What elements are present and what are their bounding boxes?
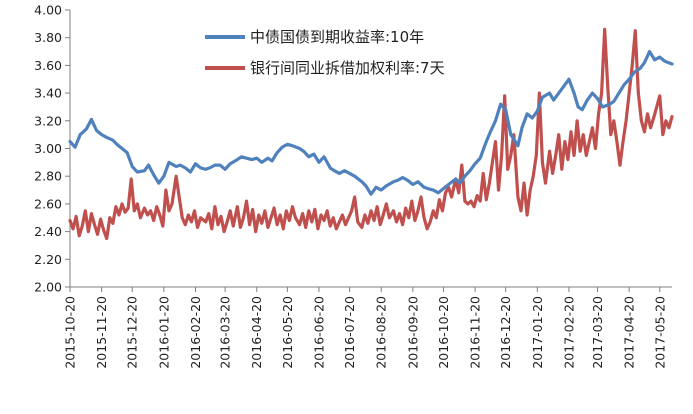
x-axis-ticks: 2015-10-20 2015-11-20 2015-12-20 2016-01-20…: [63, 287, 667, 369]
x-tick-label: 2016-08-20: [374, 296, 389, 369]
x-tick-label: 2017-01-20: [530, 296, 545, 369]
legend: 中债国债到期收益率:10年 银行间同业拆借加权利率:7天: [205, 28, 445, 77]
y-tick-label: 2.00: [34, 280, 62, 295]
x-tick-label: 2016-07-20: [342, 296, 357, 369]
x-tick-label: 2017-03-20: [590, 296, 605, 369]
x-tick-label: 2015-11-20: [94, 296, 109, 369]
y-tick-label: 3.80: [34, 30, 62, 45]
x-tick-label: 2017-05-20: [652, 296, 667, 369]
y-tick-label: 3.00: [34, 141, 62, 156]
x-tick-label: 2016-11-20: [468, 296, 483, 369]
x-tick-label: 2016-05-20: [280, 296, 295, 369]
legend-label-bond-yield: 中债国债到期收益率:10年: [250, 28, 424, 46]
x-tick-label: 2016-03-20: [218, 296, 233, 369]
x-tick-label: 2016-04-20: [249, 296, 264, 369]
series-line-bond-yield: [68, 49, 674, 196]
legend-item-bond-yield: 中债国债到期收益率:10年: [205, 28, 424, 46]
series-line-interbank-rate: [68, 27, 674, 241]
y-axis-ticks: 2.00 2.20 2.40 2.60 2.80 3.00 3.20 3.40 3.60 3.80…: [34, 3, 70, 295]
x-tick-label: 2017-02-20: [561, 296, 576, 369]
legend-item-interbank-rate: 银行间同业拆借加权利率:7天: [205, 59, 445, 77]
y-tick-label: 2.40: [34, 224, 62, 239]
x-tick-label: 2015-10-20: [63, 296, 78, 369]
y-tick-label: 2.20: [34, 252, 62, 267]
x-tick-label: 2016-09-20: [405, 296, 420, 369]
x-tick-label: 2016-01-20: [156, 296, 171, 369]
y-tick-label: 3.60: [34, 58, 62, 73]
y-tick-label: 2.80: [34, 169, 62, 184]
x-tick-label: 2016-10-20: [436, 296, 451, 369]
y-tick-label: 3.40: [34, 86, 62, 101]
series-lines: [68, 27, 674, 241]
x-tick-label: 2016-02-20: [188, 296, 203, 369]
x-tick-label: 2017-04-20: [622, 296, 637, 369]
x-tick-label: 2016-06-20: [311, 296, 326, 369]
y-tick-label: 4.00: [34, 3, 62, 18]
y-tick-label: 3.20: [34, 113, 62, 128]
x-tick-label: 2015-12-20: [125, 296, 140, 369]
x-tick-label: 2016-12-20: [498, 296, 513, 369]
y-tick-label: 2.60: [34, 196, 62, 211]
legend-label-interbank-rate: 银行间同业拆借加权利率:7天: [250, 59, 445, 77]
